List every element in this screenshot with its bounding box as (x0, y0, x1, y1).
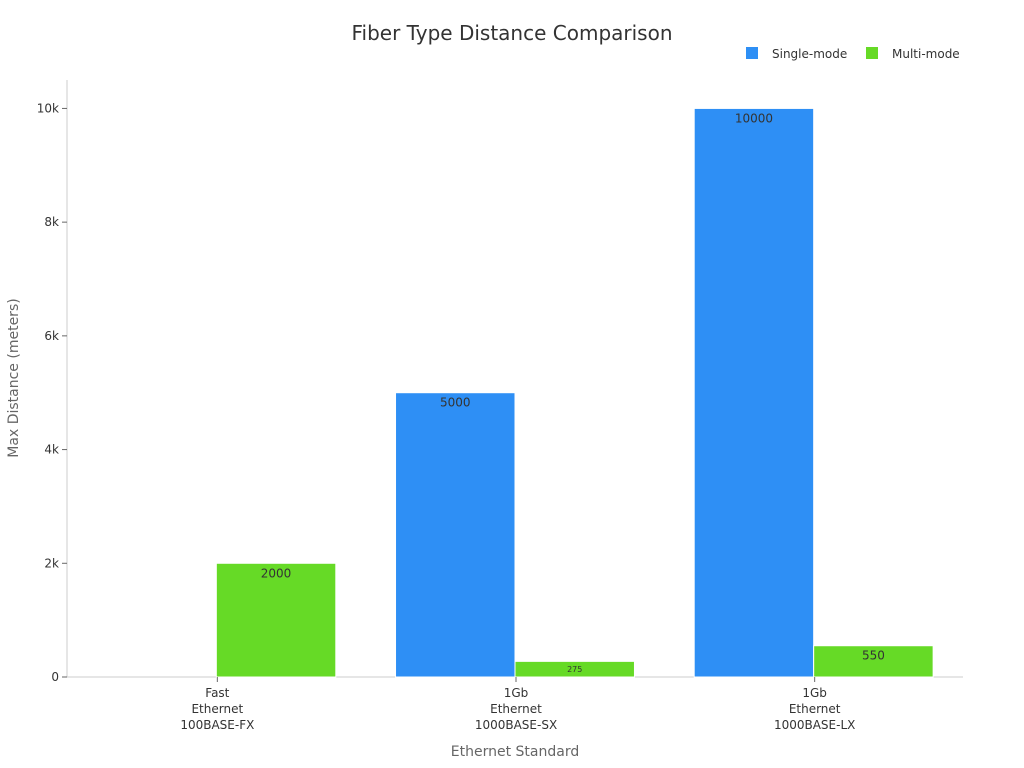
bar-multi-mode (514, 660, 635, 678)
bar-value-label: 275 (567, 665, 582, 674)
legend-label-multi-mode: Multi-mode (892, 47, 960, 61)
bar-single-mode (395, 392, 516, 678)
bar-labels: 2000 5000 275 10000 550 (261, 111, 885, 674)
y-tick-label: 2k (44, 556, 59, 570)
y-tick-label: 6k (44, 329, 59, 343)
x-tick-label: 1Gb Ethernet 1000BASE-LX (774, 686, 855, 732)
legend-swatch-single-mode (746, 47, 758, 59)
y-tick-label: 0 (51, 670, 59, 684)
y-axis-title: Max Distance (meters) (6, 298, 22, 457)
legend-label-single-mode: Single-mode (772, 47, 847, 61)
bars (215, 107, 934, 678)
bar-value-label: 5000 (440, 396, 471, 410)
bar-multi-mode (813, 645, 934, 678)
x-axis-title: Ethernet Standard (451, 744, 579, 760)
legend-swatch-multi-mode (866, 47, 878, 59)
x-tick-label: 1Gb Ethernet 1000BASE-SX (475, 686, 557, 732)
bar-single-mode (693, 107, 815, 678)
y-tick-label: 4k (44, 443, 59, 457)
legend: Single-mode Multi-mode (746, 47, 960, 61)
x-ticks: Fast Ethernet 100BASE-FX 1Gb Ethernet 1000BAS… (180, 677, 855, 732)
bar-value-label: 10000 (735, 111, 773, 125)
y-tick-label: 8k (44, 215, 59, 229)
bar-value-label: 550 (862, 649, 885, 663)
y-tick-label: 10k (37, 101, 59, 115)
bar-value-label: 2000 (261, 566, 292, 580)
bar-multi-mode (215, 562, 337, 678)
x-tick-label: Fast Ethernet 100BASE-FX (180, 686, 254, 732)
y-ticks: 0 2k 4k 6k 8k 10k (37, 101, 67, 684)
chart-title: Fiber Type Distance Comparison (351, 21, 672, 45)
